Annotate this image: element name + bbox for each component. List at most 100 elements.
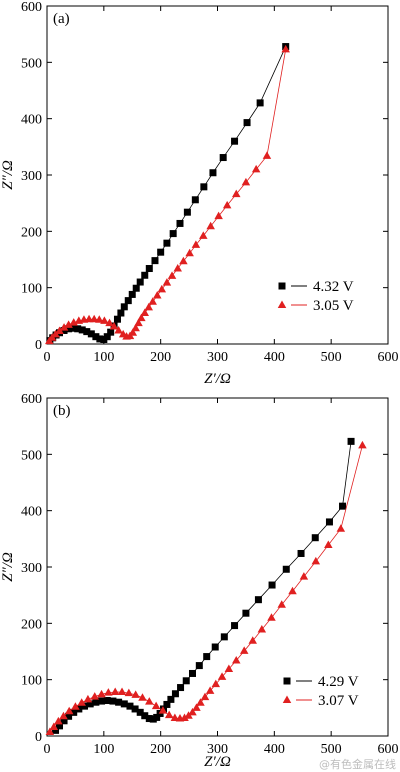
data-point	[105, 318, 114, 327]
data-point	[268, 581, 276, 589]
data-point	[185, 248, 194, 257]
data-point	[176, 219, 184, 227]
data-point	[173, 264, 182, 272]
y-tick-label: 600	[21, 0, 42, 15]
data-point	[131, 323, 140, 332]
data-point	[163, 700, 171, 708]
x-tick-label: 300	[207, 350, 228, 365]
data-point	[70, 708, 78, 716]
data-point	[65, 712, 73, 720]
data-point	[196, 698, 205, 706]
data-point	[55, 326, 64, 335]
series-triangle	[45, 44, 290, 345]
data-point	[104, 688, 113, 696]
data-point	[311, 556, 321, 565]
data-point	[71, 702, 80, 710]
data-point	[219, 154, 227, 162]
data-point	[205, 686, 215, 694]
data-point	[232, 656, 241, 664]
legend-marker	[282, 695, 292, 703]
data-point	[64, 320, 73, 328]
legend-marker	[277, 300, 287, 308]
data-point	[199, 231, 208, 239]
data-point	[45, 727, 55, 736]
data-point	[254, 596, 262, 604]
x-tick-label: 0	[44, 742, 51, 757]
data-point	[145, 265, 153, 273]
data-point	[222, 200, 232, 209]
data-point	[220, 633, 228, 641]
data-point	[157, 248, 165, 256]
legend-label: 4.29 V	[318, 674, 359, 690]
data-point	[54, 716, 63, 725]
data-point	[153, 291, 162, 299]
data-point	[282, 565, 290, 573]
data-point	[211, 679, 221, 688]
data-point	[209, 169, 217, 177]
data-point	[242, 609, 250, 617]
y-axis-label: Z″/Ω	[0, 552, 16, 582]
legend-label: 3.05 V	[313, 298, 354, 314]
data-point	[78, 326, 86, 334]
panel-b: 0 100 200 300 400 500 600 0 100 200 300 400 500 600 Z′…	[0, 392, 399, 770]
legend-label: 4.32 V	[313, 279, 354, 295]
data-point	[297, 549, 305, 557]
data-point	[169, 230, 177, 238]
data-point	[336, 524, 346, 532]
panel-a: 0 100 200 300 400 500 600 0 100 200 300 400 500 600 Z′…	[0, 0, 399, 387]
data-point	[77, 698, 86, 706]
data-point	[144, 302, 153, 311]
data-point	[90, 692, 99, 700]
data-point	[217, 672, 227, 680]
y-tick-label: 200	[21, 617, 42, 632]
data-point	[151, 257, 159, 265]
data-point	[89, 314, 99, 323]
series-line	[55, 441, 352, 731]
data-point	[138, 693, 147, 701]
data-point	[192, 703, 201, 711]
data-point	[64, 706, 74, 715]
x-tick-label: 600	[378, 742, 399, 757]
data-point	[120, 700, 128, 708]
y-axis-label: Z″/Ω	[0, 160, 16, 190]
data-point	[95, 315, 104, 323]
data-point	[131, 690, 140, 698]
data-point	[96, 335, 104, 343]
data-point	[163, 239, 171, 247]
data-point	[103, 697, 111, 705]
data-point	[115, 698, 123, 706]
data-point	[92, 333, 100, 341]
data-point	[136, 708, 144, 716]
data-point	[103, 333, 111, 341]
data-point	[56, 722, 64, 730]
data-point	[241, 177, 251, 186]
x-tick-label: 200	[150, 742, 171, 757]
data-point	[97, 689, 106, 698]
data-point	[120, 303, 128, 311]
legend-marker	[283, 677, 291, 685]
data-point	[65, 325, 73, 333]
x-tick-label: 500	[321, 350, 342, 365]
data-point	[52, 726, 60, 734]
data-point	[211, 643, 219, 651]
y-tick-label: 400	[21, 113, 42, 128]
data-point	[262, 151, 272, 159]
data-point	[110, 687, 120, 696]
y-tick-label: 600	[21, 392, 42, 407]
y-tick-label: 100	[21, 282, 42, 297]
watermark-text: @有色金属在线	[319, 757, 396, 771]
data-point	[347, 437, 355, 445]
data-point	[59, 323, 69, 331]
data-point	[83, 328, 91, 336]
data-point	[134, 318, 143, 327]
data-point	[158, 706, 168, 714]
data-point	[145, 697, 154, 705]
data-point	[162, 278, 172, 286]
x-axis-label: Z′/Ω	[204, 371, 231, 387]
data-point	[188, 707, 197, 716]
x-tick-label: 500	[321, 742, 342, 757]
data-point	[131, 705, 139, 713]
data-point	[177, 684, 185, 692]
data-point	[358, 440, 367, 449]
